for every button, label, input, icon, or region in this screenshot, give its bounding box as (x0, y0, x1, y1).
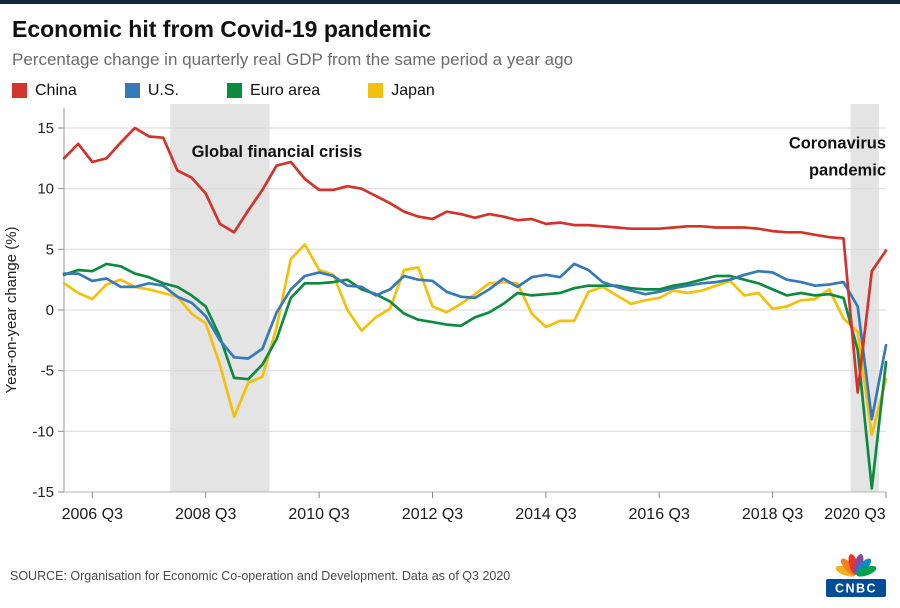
svg-text:2008 Q3: 2008 Q3 (175, 506, 236, 523)
svg-text:-5: -5 (41, 362, 54, 379)
svg-text:2014 Q3: 2014 Q3 (515, 506, 576, 523)
cnbc-logo-box (826, 579, 886, 597)
legend-label-euro-area: Euro area (249, 81, 321, 99)
legend-label-china: China (35, 81, 77, 99)
svg-text:10: 10 (37, 180, 54, 197)
legend-item-china: China (12, 82, 77, 100)
legend-item-us: U.S. (124, 81, 179, 100)
header: Economic hit from Covid-19 pandemic Perc… (0, 4, 900, 70)
top-accent-bar (0, 0, 900, 4)
svg-text:Coronavirus: Coronavirus (789, 134, 886, 152)
cnbc-logo: CNBC (826, 554, 886, 597)
cnbc-peacock-icon (835, 554, 877, 577)
svg-text:2006 Q3: 2006 Q3 (62, 506, 123, 523)
legend-item-euro-area: Euro area (226, 81, 321, 100)
svg-text:2016 Q3: 2016 Q3 (629, 506, 690, 523)
svg-text:2012 Q3: 2012 Q3 (402, 506, 463, 523)
us-swatch-icon (124, 83, 140, 99)
svg-text:5: 5 (46, 241, 54, 258)
legend-item-japan: Japan (368, 82, 435, 100)
svg-text:pandemic: pandemic (809, 161, 886, 179)
svg-text:2018 Q3: 2018 Q3 (742, 506, 803, 523)
china-swatch-icon (12, 83, 27, 99)
svg-text:-15: -15 (32, 484, 54, 501)
svg-text:Year-on-year change (%): Year-on-year change (%) (3, 226, 20, 393)
svg-text:Global financial crisis: Global financial crisis (192, 143, 363, 161)
svg-text:-10: -10 (32, 423, 54, 440)
japan-swatch-icon (368, 83, 384, 99)
legend: China U.S. Euro area Japan (0, 70, 900, 104)
page-title: Economic hit from Covid-19 pandemic (12, 16, 432, 42)
legend-label-us: U.S. (147, 81, 179, 99)
page-subtitle: Percentage change in quarterly real GDP … (12, 49, 573, 69)
gdp-line-chart: -15 -10 -5 0 5 10 15 2006 Q3 2008 Q3 2010 Q3 2012 … (3, 103, 888, 523)
footer: SOURCE: Organisation for Economic Co-ope… (0, 548, 900, 608)
chart-area: -15 -10 -5 0 5 10 15 2006 Q3 2008 Q3 2010 Q3 2012 … (0, 103, 900, 537)
legend-label-japan: Japan (391, 81, 435, 99)
svg-text:0: 0 (46, 302, 54, 319)
source-text: SOURCE: Organisation for Economic Co-ope… (10, 569, 511, 583)
cnbc-logo-text: CNBC (835, 582, 877, 596)
svg-text:15: 15 (37, 120, 54, 137)
euro-area-swatch-icon (226, 83, 242, 99)
svg-text:2010 Q3: 2010 Q3 (288, 506, 349, 523)
svg-text:2020 Q3: 2020 Q3 (824, 506, 885, 523)
